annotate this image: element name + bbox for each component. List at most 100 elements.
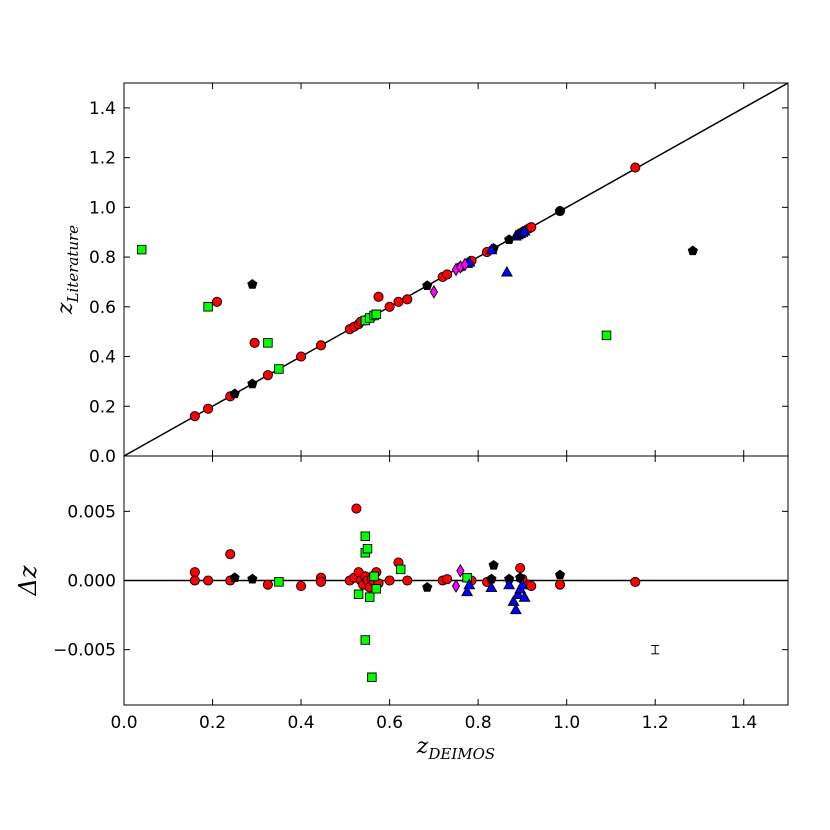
top-circle-point-0-2 xyxy=(211,296,223,307)
error-bar xyxy=(651,645,660,655)
top-circle-point-0-20 xyxy=(442,269,453,280)
bottom-square-point-1-8 xyxy=(369,571,379,582)
bottom-circle-point-0-1 xyxy=(189,575,200,586)
bottom-circle-point-0-26 xyxy=(442,574,453,585)
bottom-circle-point-0-2 xyxy=(203,575,214,586)
x-tick-label-0: 0.0 xyxy=(110,713,137,733)
top-pentagon-point-2-0 xyxy=(229,388,240,399)
top-data-points xyxy=(136,162,698,422)
top-y-tick-label-5: 1.0 xyxy=(89,198,116,218)
bottom-circle-point-0-5 xyxy=(262,579,273,590)
top-circle-point-0-16 xyxy=(384,301,395,312)
bottom-circle-point-0-29 xyxy=(515,563,526,574)
bottom-pentagon-point-2-3 xyxy=(488,559,499,570)
bottom-triangle-point-3-6 xyxy=(512,588,524,599)
bottom-triangle-point-3-5 xyxy=(509,603,522,615)
bottom-diamond-point-4-0 xyxy=(451,579,461,593)
bottom-triangle-point-3-4 xyxy=(507,595,520,606)
top-diamond-point-4-3 xyxy=(460,257,470,272)
bottom-circle-point-0-8 xyxy=(315,576,327,587)
top-circle-point-0-29 xyxy=(630,162,641,173)
top-square-point-1-7 xyxy=(371,309,382,320)
x-axis-label-sub: DEIMOS xyxy=(427,745,495,763)
bottom-square-point-1-6 xyxy=(364,592,375,602)
bottom-circle-point-0-32 xyxy=(526,580,537,592)
top-y-axis-label-sub: Literature xyxy=(64,225,82,304)
bottom-pentagon-point-2-2 xyxy=(422,582,433,592)
top-y-tick-label-0: 0.0 xyxy=(89,447,116,467)
top-triangle-point-3-8 xyxy=(518,224,531,236)
bottom-circle-point-0-6 xyxy=(296,580,307,592)
top-pentagon-point-2-8 xyxy=(687,245,698,256)
bottom-square-point-1-1 xyxy=(353,589,364,600)
x-tick-label-5: 1.0 xyxy=(553,713,580,733)
bottom-y-tick-label-1: 0.000 xyxy=(67,572,116,592)
bottom-triangle-point-3-2 xyxy=(485,581,498,593)
top-y-tick-label-3: 0.6 xyxy=(89,298,116,318)
x-axis-label-base: z xyxy=(416,734,429,759)
bottom-y-tick-label-0: −0.005 xyxy=(53,641,116,661)
x-tick-label-4: 0.8 xyxy=(465,713,492,733)
top-y-axis-label: zLiterature xyxy=(53,225,82,315)
top-pentagon-point-2-1 xyxy=(247,378,258,389)
bottom-diamond-point-4-1 xyxy=(456,563,465,578)
top-x-ticks xyxy=(123,83,745,456)
top-circle-point-0-0 xyxy=(189,411,200,422)
bottom-y-axis-label: Δz xyxy=(14,565,42,596)
top-pentagon-point-2-7 xyxy=(554,205,566,216)
x-tick-label-7: 1.4 xyxy=(730,713,757,733)
top-circle-point-0-4 xyxy=(249,337,260,348)
bottom-triangle-point-3-9 xyxy=(518,590,531,602)
top-square-point-1-8 xyxy=(601,330,612,341)
bottom-circle-point-0-3 xyxy=(225,549,236,560)
x-tick-label-1: 0.2 xyxy=(199,713,226,733)
top-square-point-1-0 xyxy=(136,244,147,255)
bottom-circle-point-0-22 xyxy=(384,575,395,586)
top-pentagon-point-2-2 xyxy=(247,279,258,289)
bottom-pentagon-point-2-7 xyxy=(554,569,566,580)
x-tick-label-2: 0.4 xyxy=(288,713,315,733)
top-triangle-point-3-3 xyxy=(500,265,513,277)
bottom-x-ticks: 0.0 0.2 0.4 0.6 0.8 1.0 1.2 1.4 xyxy=(110,456,757,733)
top-circle-point-0-7 xyxy=(315,340,327,351)
bottom-triangle-point-3-8 xyxy=(516,578,529,590)
top-diamond-point-4-0 xyxy=(429,285,439,299)
bottom-circle-point-0-33 xyxy=(554,579,566,590)
bottom-circle-point-0-0 xyxy=(189,567,200,578)
top-y-tick-label-4: 0.8 xyxy=(89,248,116,268)
bottom-square-point-1-9 xyxy=(371,584,382,594)
bottom-circle-point-0-24 xyxy=(402,575,413,586)
bottom-square-point-1-0 xyxy=(274,577,284,587)
bottom-circle-point-0-34 xyxy=(630,576,641,587)
bottom-square-point-1-10 xyxy=(395,564,406,575)
x-tick-label-6: 1.2 xyxy=(642,713,669,733)
bottom-square-point-1-2 xyxy=(360,531,371,541)
top-pentagon-point-2-3 xyxy=(422,280,433,290)
bottom-square-point-1-5 xyxy=(360,635,371,645)
top-circle-point-0-17 xyxy=(393,296,404,307)
top-circle-point-0-18 xyxy=(402,294,413,305)
top-y-tick-label-1: 0.2 xyxy=(89,397,116,417)
bottom-square-point-1-4 xyxy=(362,543,373,554)
bottom-pentagon-point-2-0 xyxy=(229,572,240,583)
bottom-data-points xyxy=(189,503,641,683)
top-circle-point-0-6 xyxy=(296,351,307,362)
top-square-point-1-1 xyxy=(203,302,213,312)
top-square-point-1-2 xyxy=(263,338,273,348)
top-y-tick-label-7: 1.4 xyxy=(89,99,116,119)
bottom-square-point-1-7 xyxy=(367,672,377,683)
bottom-triangle-point-3-1 xyxy=(463,578,476,590)
top-square-point-1-3 xyxy=(274,364,284,374)
top-y-tick-label-2: 0.4 xyxy=(89,348,116,368)
top-y-tick-label-6: 1.2 xyxy=(89,149,116,169)
bottom-triangle-point-3-3 xyxy=(503,578,516,590)
top-circle-point-0-5 xyxy=(262,370,273,381)
top-circle-point-0-27 xyxy=(526,222,537,233)
top-circle-point-0-15 xyxy=(373,291,384,302)
bottom-panel: 0.0 0.2 0.4 0.6 0.8 1.0 1.2 1.4 −0.005 0.000 0.00… xyxy=(14,455,789,763)
x-axis-label: zDEIMOS xyxy=(416,734,495,763)
top-panel: 0.0 0.2 0.4 0.6 0.8 1.0 1.2 1.4 zLiterature xyxy=(53,82,789,467)
bottom-y-axis-label-base: Δz xyxy=(14,565,42,596)
